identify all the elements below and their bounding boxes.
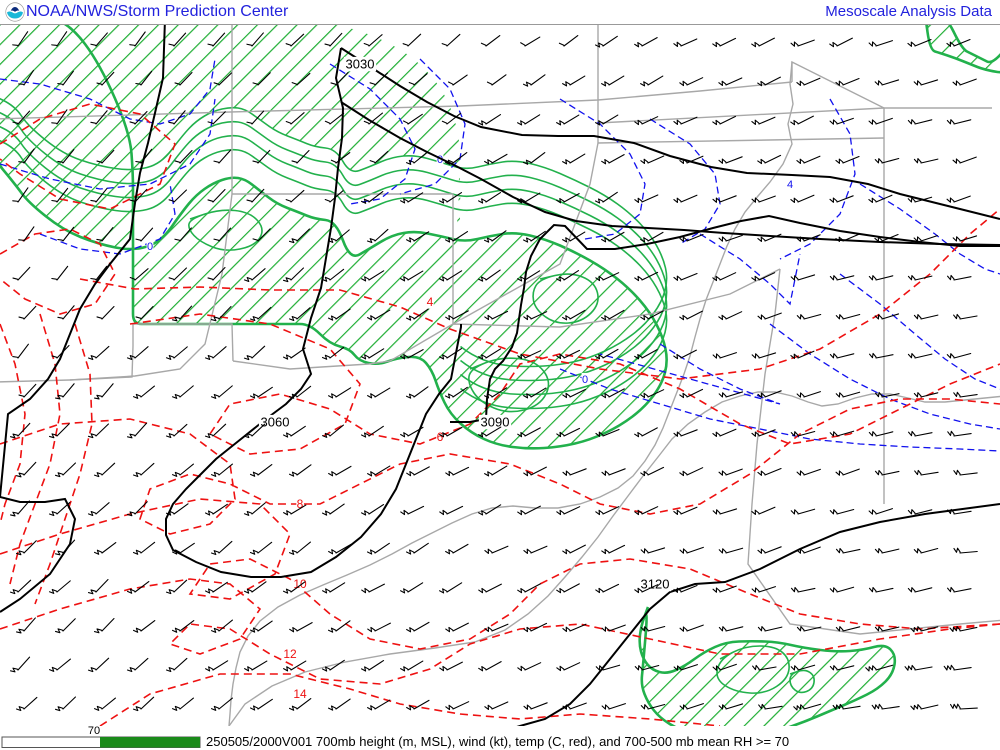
svg-text:3060: 3060 xyxy=(261,415,290,430)
svg-text:0: 0 xyxy=(582,374,588,386)
svg-text:4: 4 xyxy=(427,295,434,309)
svg-text:3120: 3120 xyxy=(641,577,670,592)
svg-text:250505/2000V001 700mb height (: 250505/2000V001 700mb height (m, MSL), w… xyxy=(206,734,789,749)
svg-text:70: 70 xyxy=(88,726,100,737)
svg-text:14: 14 xyxy=(293,687,307,701)
svg-text:3090: 3090 xyxy=(481,415,510,430)
svg-text:12: 12 xyxy=(283,647,297,661)
svg-text:4: 4 xyxy=(787,179,793,191)
svg-text:0: 0 xyxy=(147,241,153,253)
svg-text:3030: 3030 xyxy=(346,57,375,72)
